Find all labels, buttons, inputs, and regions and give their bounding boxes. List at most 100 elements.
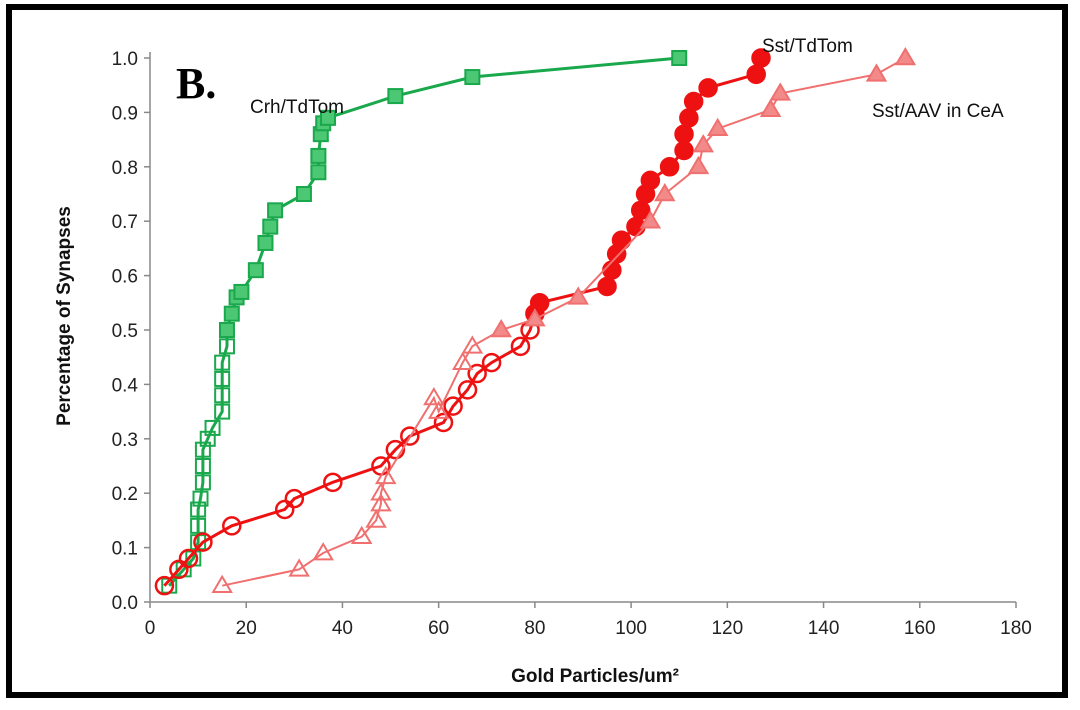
x-tick-label: 60	[428, 618, 449, 639]
y-tick-label: 0.1	[112, 539, 138, 560]
data-point	[671, 50, 688, 66]
data-point	[323, 472, 343, 493]
data-point	[679, 108, 699, 128]
data-point	[350, 525, 373, 545]
data-point	[457, 380, 478, 400]
x-tick-label: 100	[615, 618, 647, 639]
panel-label: B.	[176, 59, 216, 108]
data-point	[178, 548, 199, 569]
label-sst-tdtom: Sst/TdTom	[762, 36, 853, 57]
y-tick-label: 0.2	[112, 484, 138, 505]
y-tick-label: 0.7	[112, 212, 138, 233]
data-point	[524, 308, 546, 327]
data-point	[490, 319, 512, 338]
data-point	[190, 517, 207, 534]
y-tick-label: 0.5	[112, 321, 138, 342]
data-point	[214, 403, 231, 420]
data-point	[698, 78, 718, 98]
data-point	[639, 210, 662, 229]
data-point	[218, 338, 235, 355]
x-tick-label: 180	[1000, 618, 1032, 639]
chart-svg: 0 20 40 60 80 100 120 140 160 180 0.0 0.1 0.2 0.3 0.4 0…	[54, 36, 1032, 687]
data-point	[288, 558, 310, 577]
series-sst-aav-in-cea	[211, 47, 917, 593]
x-tick-label: 140	[808, 618, 840, 639]
data-point	[611, 230, 632, 250]
y-tick-label: 0.4	[112, 375, 139, 396]
data-point	[274, 499, 295, 520]
data-point	[400, 426, 420, 446]
data-point	[510, 336, 531, 357]
data-point	[387, 88, 404, 105]
data-point	[759, 98, 782, 117]
series-layer	[154, 47, 917, 596]
data-point	[674, 140, 694, 161]
data-point	[640, 170, 661, 191]
data-point	[257, 234, 274, 251]
data-point	[746, 64, 766, 85]
data-point	[154, 575, 175, 596]
data-point	[312, 542, 334, 561]
data-point	[529, 293, 550, 313]
data-point	[433, 412, 454, 433]
data-point	[223, 305, 240, 322]
data-point	[247, 262, 264, 279]
data-point	[262, 218, 279, 235]
y-tick-label: 0.9	[112, 103, 138, 124]
series-line-crh-tdtom	[168, 56, 680, 587]
data-point	[659, 157, 680, 177]
data-point	[211, 574, 233, 593]
series-line-sst-aav-in-cea	[221, 57, 906, 587]
data-point	[310, 147, 327, 164]
data-point	[194, 474, 211, 491]
data-point	[194, 441, 211, 458]
data-point	[687, 155, 710, 175]
y-tick-label: 0.8	[112, 158, 138, 179]
series-sst-tdtom	[154, 48, 771, 596]
data-point	[385, 439, 406, 460]
data-point	[894, 47, 917, 66]
data-point	[218, 322, 235, 338]
data-point	[467, 363, 487, 384]
series-line-sst-tdtom	[163, 57, 763, 587]
data-point	[567, 286, 589, 305]
data-point	[769, 82, 792, 101]
y-tick-label: 0.6	[112, 267, 138, 288]
data-point	[204, 419, 221, 436]
data-point	[865, 63, 888, 82]
data-point	[233, 283, 250, 300]
data-point	[310, 164, 327, 181]
data-point	[692, 134, 715, 153]
axes: 0 20 40 60 80 100 120 140 160 180 0.0 0.1 0.2 0.3 0.4 0…	[112, 49, 1032, 639]
data-point	[706, 117, 729, 137]
data-point	[751, 48, 771, 68]
data-point	[481, 352, 502, 373]
chart-frame: 0 20 40 60 80 100 120 140 160 180 0.0 0.1 0.2 0.3 0.4 0…	[6, 4, 1068, 698]
x-tick-label: 160	[904, 618, 936, 639]
y-tick-label: 0.0	[112, 593, 138, 614]
label-sst-aav: Sst/AAV in CeA	[872, 101, 1004, 122]
x-tick-label: 40	[332, 618, 353, 639]
data-point	[214, 370, 231, 387]
data-point	[683, 91, 704, 112]
x-tick-label: 80	[524, 618, 545, 639]
label-crh-tdtom: Crh/TdTom	[250, 97, 344, 118]
data-point	[194, 458, 211, 474]
data-point	[451, 351, 474, 370]
y-axis-title: Percentage of Synapses	[54, 206, 75, 426]
data-point	[374, 465, 397, 485]
data-point	[193, 532, 213, 552]
data-point	[222, 516, 242, 536]
x-tick-label: 20	[236, 618, 257, 639]
data-point	[461, 335, 484, 354]
series-crh-tdtom	[161, 50, 688, 594]
data-point	[320, 109, 337, 126]
data-point	[654, 183, 676, 202]
x-tick-label: 120	[711, 618, 743, 639]
data-point	[674, 124, 694, 144]
data-point	[190, 501, 207, 518]
data-point	[199, 430, 216, 447]
data-point	[214, 354, 231, 371]
data-point	[464, 69, 481, 86]
data-point	[169, 559, 189, 580]
